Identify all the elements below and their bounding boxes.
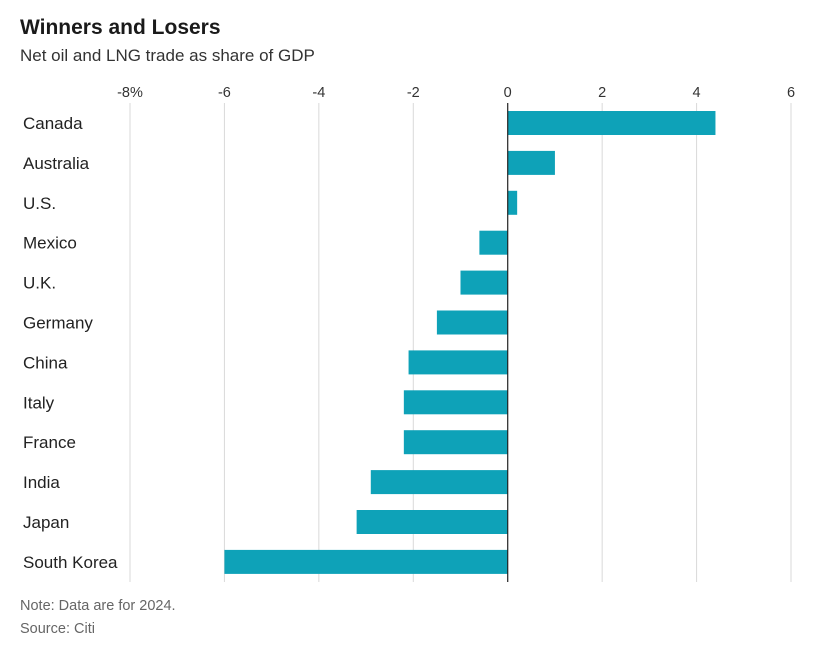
gridlines (129, 103, 792, 582)
bar-canada (507, 111, 716, 135)
bar-mexico (479, 230, 508, 255)
bar-china (408, 350, 508, 375)
category-labels: Canada Australia U.S. Mexico U.K. Germany Chin… (23, 114, 118, 572)
x-tick-label: 4 (693, 85, 701, 101)
category-label: U.K. (23, 274, 56, 293)
x-tick-label: -8% (117, 85, 143, 101)
category-label: Mexico (23, 234, 77, 253)
x-tick-label: -4 (312, 85, 325, 101)
footnote: Note: Data are for 2024. (20, 598, 176, 614)
x-tick-label: -6 (218, 85, 231, 101)
bar-south-korea (224, 549, 508, 574)
category-label: U.S. (23, 194, 56, 213)
bars (224, 111, 716, 574)
category-label: China (23, 353, 68, 372)
bar-u-k (460, 270, 508, 295)
bar-u-s (507, 190, 518, 215)
bar-japan (356, 510, 508, 534)
x-axis-ticks: -8% -6 -4 -2 0 2 4 6 (117, 85, 795, 101)
bar-france (403, 430, 508, 455)
x-tick-label: 0 (504, 85, 512, 101)
bar-australia (507, 150, 555, 175)
x-tick-label: 6 (787, 85, 795, 101)
chart-subtitle: Net oil and LNG trade as share of GDP (20, 46, 315, 65)
bar-italy (403, 390, 508, 415)
category-label: Germany (23, 314, 93, 333)
category-label: Australia (23, 154, 90, 173)
category-label: South Korea (23, 553, 118, 572)
x-tick-label: -2 (407, 85, 420, 101)
x-tick-label: 2 (598, 85, 606, 101)
category-label: India (23, 473, 60, 492)
category-label: Italy (23, 393, 55, 412)
category-label: France (23, 433, 76, 452)
bar-india (370, 470, 508, 495)
chart-title: Winners and Losers (20, 16, 221, 39)
source-note: Source: Citi (20, 621, 95, 637)
bar-germany (436, 310, 508, 335)
category-label: Canada (23, 114, 83, 133)
category-label: Japan (23, 513, 69, 532)
